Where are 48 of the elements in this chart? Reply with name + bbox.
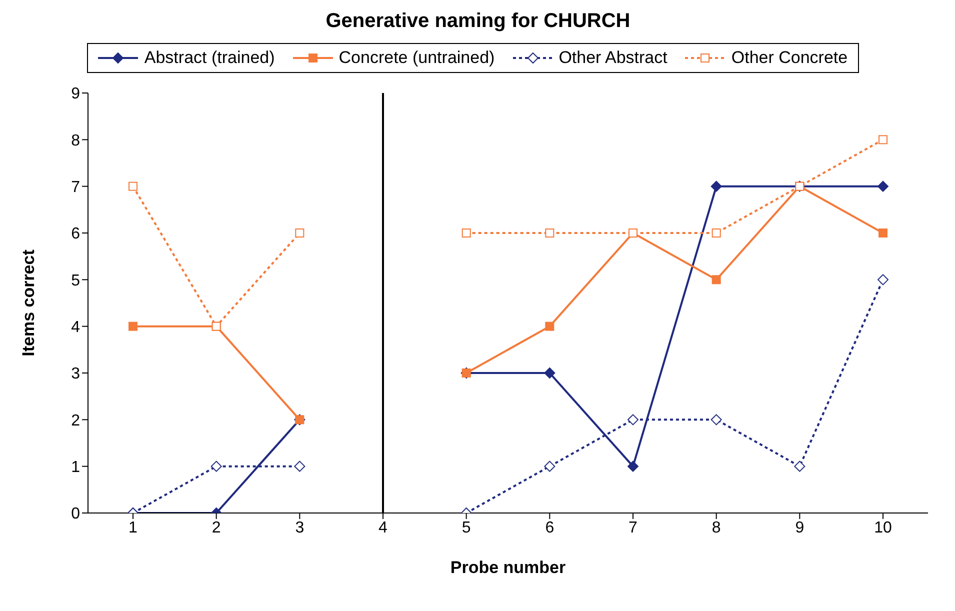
point [878, 135, 888, 144]
point [544, 460, 556, 472]
x-tick-label: 6 [545, 519, 554, 536]
point [628, 414, 638, 426]
point [628, 460, 638, 472]
legend-label: Other Abstract [558, 48, 668, 68]
point [128, 322, 138, 331]
x-tick-label: 1 [128, 519, 138, 536]
point [210, 460, 222, 472]
y-tick-label: 7 [71, 179, 80, 196]
point [545, 322, 554, 331]
point [712, 228, 721, 238]
point [710, 414, 722, 426]
y-tick-label: 8 [71, 132, 80, 150]
point [878, 228, 888, 238]
legend-label: Abstract (trained) [143, 48, 275, 68]
point [712, 275, 721, 284]
x-tick-label: 9 [795, 519, 804, 536]
y-tick-label: 4 [71, 319, 80, 336]
point [462, 228, 471, 238]
x-tick-label: 10 [874, 519, 892, 536]
point [545, 228, 554, 238]
legend-label: Other Concrete [730, 48, 848, 68]
x-tick-label: 5 [462, 519, 471, 536]
x-tick-label: 8 [712, 519, 721, 536]
y-tick-label: 1 [71, 459, 80, 476]
chart-title: Generative naming for CHURCH [324, 10, 632, 33]
x-tick-label: 7 [628, 519, 638, 536]
legend-label: Concrete (untrained) [338, 48, 495, 68]
point [878, 274, 888, 286]
x-tick-label: 4 [378, 519, 388, 536]
point [128, 182, 138, 191]
point [294, 460, 306, 472]
x-tick-label: 3 [295, 519, 304, 536]
y-tick-label: 0 [71, 506, 80, 523]
y-tick-label: 2 [71, 412, 80, 430]
y-tick-label: 5 [71, 272, 80, 290]
point [295, 228, 304, 238]
y-axis-title: Items correct [19, 249, 38, 356]
point [878, 180, 888, 192]
point [544, 368, 556, 378]
point [710, 180, 722, 192]
x-tick-label: 2 [212, 519, 221, 536]
x-axis-title: Probe number [450, 558, 566, 577]
y-tick-label: 9 [71, 86, 80, 103]
y-tick-label: 3 [71, 366, 80, 383]
y-tick-label: 6 [71, 226, 80, 243]
point [794, 460, 806, 472]
